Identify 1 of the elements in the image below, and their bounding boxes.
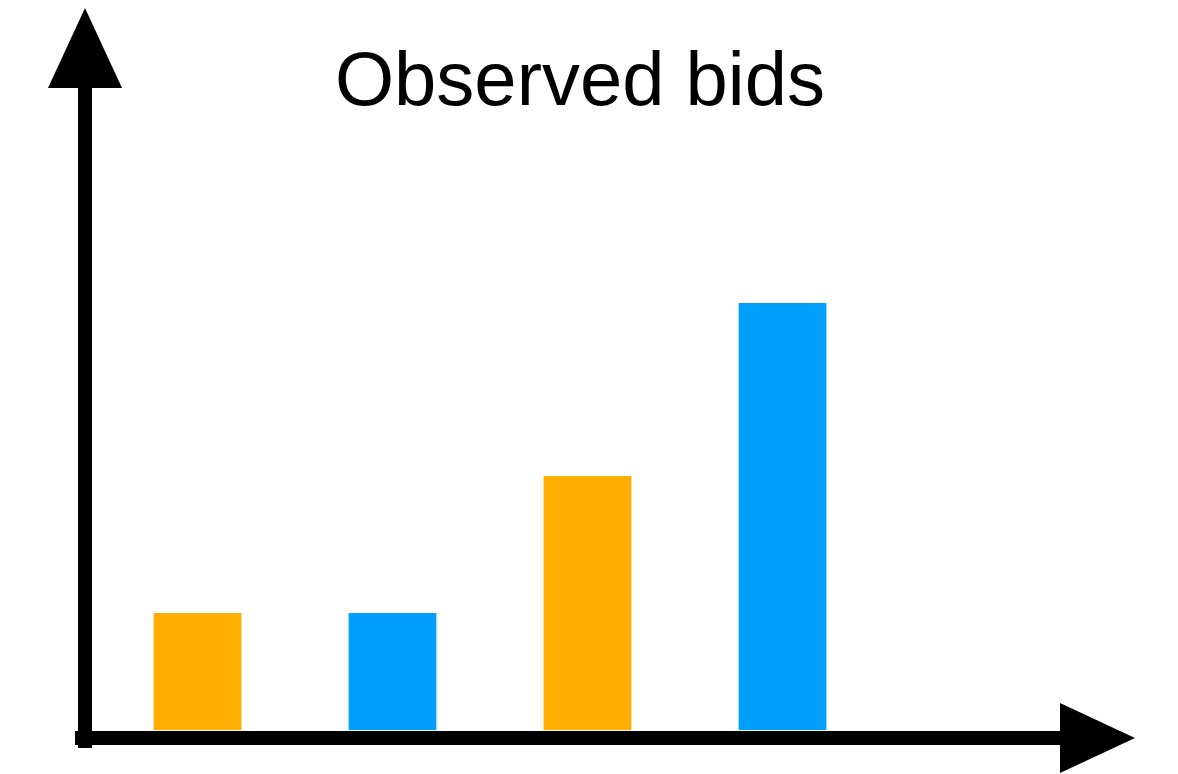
chart-title: Observed bids (334, 36, 826, 121)
